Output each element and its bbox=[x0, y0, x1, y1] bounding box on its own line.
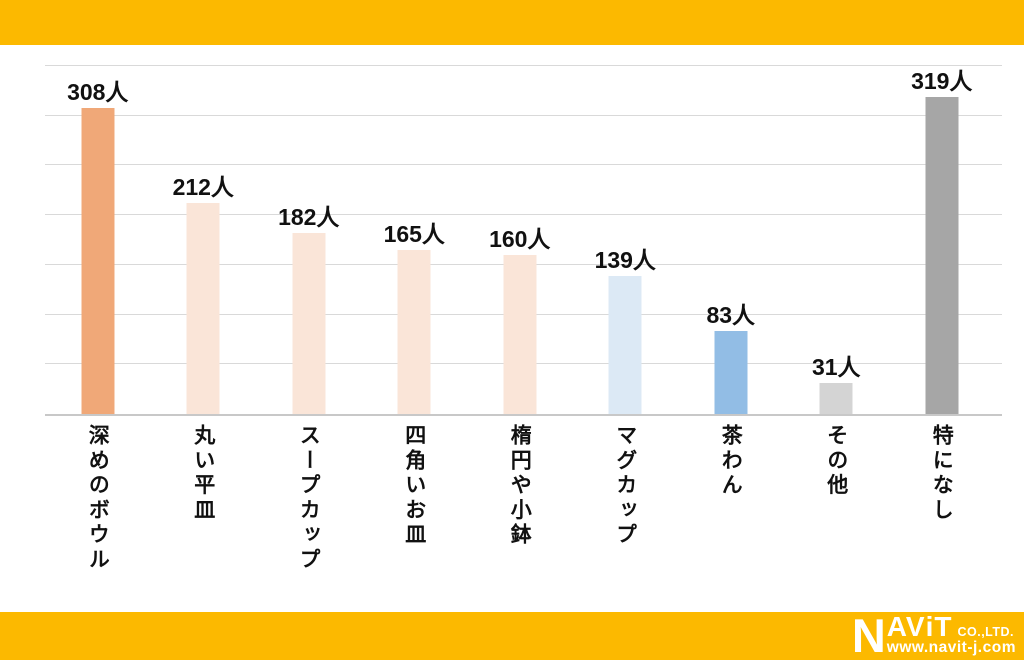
bar-slot: 319人 bbox=[889, 66, 995, 414]
gridline bbox=[45, 164, 1002, 166]
bar-value-label: 319人 bbox=[911, 67, 973, 94]
category-label: 四角いお皿 bbox=[402, 424, 426, 548]
logo-website-url: www.navit-j.com bbox=[886, 638, 1016, 656]
gridline bbox=[45, 65, 1002, 66]
bar-slot: 31人 bbox=[784, 66, 890, 414]
bar-value-label: 83人 bbox=[706, 302, 756, 329]
logo-letters-av: AV bbox=[886, 610, 926, 642]
category-label-slot: 特になし bbox=[889, 424, 995, 610]
bar bbox=[503, 254, 537, 414]
bar-slot: 308人 bbox=[45, 66, 151, 414]
category-label: 茶わん bbox=[719, 424, 743, 499]
category-label-slot: 四角いお皿 bbox=[362, 424, 468, 610]
logo-letter-i: i bbox=[925, 610, 935, 642]
logo-company-suffix: CO.,LTD. bbox=[957, 624, 1015, 639]
bar-value-label: 160人 bbox=[489, 225, 551, 252]
category-label: マグカップ bbox=[613, 424, 637, 548]
category-label: 特になし bbox=[930, 424, 954, 524]
bar bbox=[292, 233, 326, 414]
gridline bbox=[45, 114, 1002, 116]
top-yellow-band bbox=[0, 0, 1024, 45]
bar bbox=[819, 383, 853, 414]
bar-slot: 160人 bbox=[467, 66, 573, 414]
category-label-slot: 茶わん bbox=[678, 424, 784, 610]
category-label: その他 bbox=[824, 424, 848, 499]
bar-value-label: 139人 bbox=[594, 246, 656, 273]
bar-value-label: 165人 bbox=[383, 220, 445, 247]
navit-logo: N AV i T CO.,LTD. www.navit-j.com bbox=[851, 596, 1016, 660]
category-label-slot: マグカップ bbox=[573, 424, 679, 610]
category-label-slot: 深めのボウル bbox=[45, 424, 151, 610]
category-label-slot: スープカップ bbox=[256, 424, 362, 610]
plot-area: 308人 212人 182人 165人 160人 139人 83人 31人 319人 bbox=[45, 65, 1002, 416]
bar bbox=[714, 331, 748, 414]
bar-value-label: 212人 bbox=[172, 174, 234, 201]
category-label: 深めのボウル bbox=[86, 424, 110, 573]
bar-slot: 139人 bbox=[573, 66, 679, 414]
category-label: スープカップ bbox=[297, 424, 321, 573]
bar-slot: 165人 bbox=[362, 66, 468, 414]
bar-value-label: 308人 bbox=[67, 78, 129, 105]
bar bbox=[608, 275, 642, 414]
rabbit-ears-icon bbox=[928, 596, 940, 611]
category-axis: 深めのボウル 丸い平皿 スープカップ 四角いお皿 楕円や小鉢 マグカップ 茶わん その他 特にな… bbox=[45, 424, 995, 610]
bottom-yellow-band: N AV i T CO.,LTD. www.navit-j.com bbox=[0, 596, 1024, 660]
gridline bbox=[45, 214, 1002, 216]
bar-value-label: 182人 bbox=[278, 204, 340, 231]
category-label-slot: 丸い平皿 bbox=[151, 424, 257, 610]
bar bbox=[925, 96, 959, 414]
category-label-slot: 楕円や小鉢 bbox=[467, 424, 573, 610]
bar-slot: 83人 bbox=[678, 66, 784, 414]
bar-slot: 212人 bbox=[151, 66, 257, 414]
bar-slot: 182人 bbox=[256, 66, 362, 414]
category-label: 丸い平皿 bbox=[191, 424, 215, 524]
bar bbox=[186, 203, 220, 414]
bar-value-label: 31人 bbox=[811, 354, 861, 381]
bar bbox=[81, 107, 115, 414]
logo-letter-t: T bbox=[934, 610, 953, 642]
category-label-slot: その他 bbox=[784, 424, 890, 610]
category-label: 楕円や小鉢 bbox=[508, 424, 532, 548]
bar bbox=[397, 249, 431, 414]
logo-letter-n: N bbox=[851, 609, 886, 660]
